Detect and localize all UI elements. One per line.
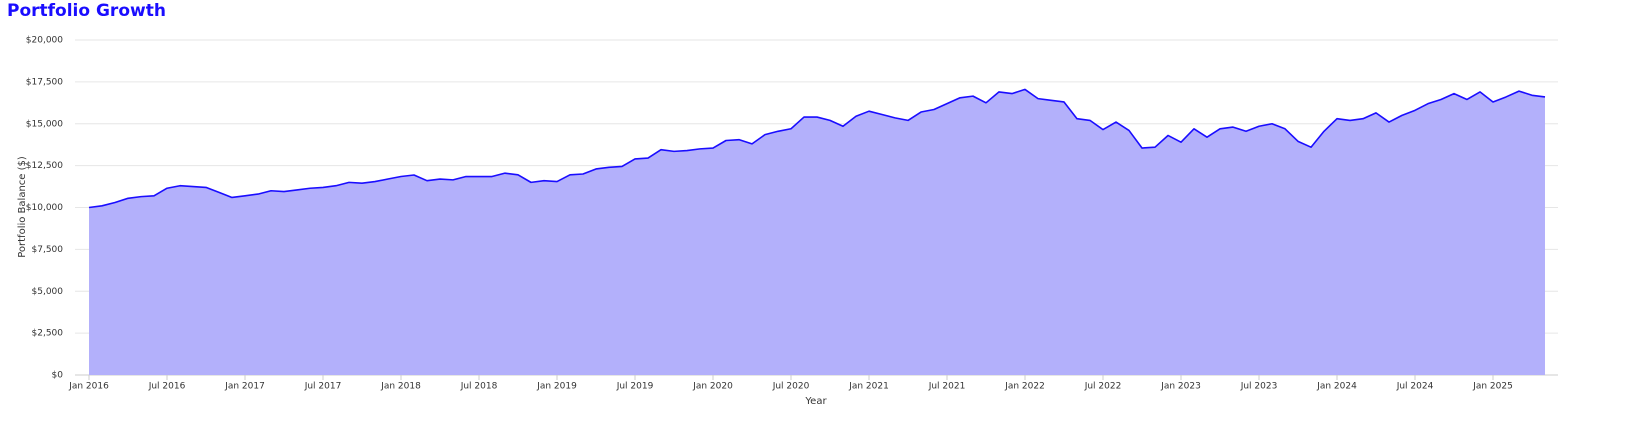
area [89,89,1545,375]
x-tick-label: Jan 2025 [1472,382,1513,392]
x-tick-label: Jan 2016 [68,382,109,392]
y-tick-label: $10,000 [26,203,63,213]
x-tick-label: Jan 2021 [848,382,889,392]
x-tick-label: Jan 2019 [536,382,577,392]
x-tick-label: Jan 2017 [224,382,265,392]
y-tick-label: $5,000 [32,287,64,297]
chart-title: Portfolio Growth [7,1,166,21]
x-tick-label: Jul 2021 [928,382,966,392]
line [88,88,1546,209]
x-tick-label: Jan 2018 [380,382,421,392]
y-tick-label: $0 [52,371,64,381]
y-tick-label: $12,500 [26,161,63,171]
x-tick-label: Jul 2019 [616,382,654,392]
x-tick-label: Jan 2023 [1160,382,1201,392]
x-axis-title: Year [804,396,827,407]
y-tick-label: $20,000 [26,36,63,46]
x-tick-label: Jul 2017 [304,382,342,392]
x-tick-label: Jul 2020 [772,382,810,392]
x-tick-label: Jan 2022 [1004,382,1045,392]
x-tick-label: Jul 2023 [1240,382,1278,392]
x-tick-label: Jul 2022 [1084,382,1122,392]
x-tick-label: Jan 2024 [1316,382,1357,392]
y-axis-title: Portfolio Balance ($) [17,156,28,258]
y-tick-label: $7,500 [32,245,64,255]
y-tick-label: $17,500 [26,77,63,87]
x-tick-label: Jan 2020 [692,382,733,392]
y-tick-label: $2,500 [32,329,64,339]
y-tick-label: $15,000 [26,119,63,129]
x-tick-label: Jul 2016 [148,382,186,392]
x-tick-label: Jul 2018 [460,382,498,392]
x-tick-label: Jul 2024 [1396,382,1434,392]
